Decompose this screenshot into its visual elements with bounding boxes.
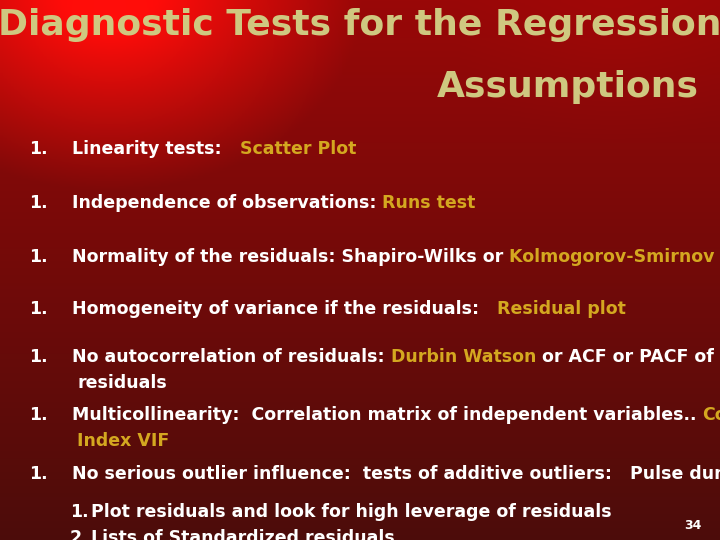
Text: Multicollinearity:  Correlation matrix of independent variables..: Multicollinearity: Correlation matrix of… bbox=[72, 406, 703, 424]
Text: Plot residuals and look for high leverage of residuals: Plot residuals and look for high leverag… bbox=[91, 503, 612, 521]
Text: Condition: Condition bbox=[703, 406, 720, 424]
Text: Homogeneity of variance if the residuals:: Homogeneity of variance if the residuals… bbox=[72, 300, 497, 318]
Text: Diagnostic Tests for the Regression: Diagnostic Tests for the Regression bbox=[0, 8, 720, 42]
Text: 1.: 1. bbox=[29, 348, 48, 366]
Text: 2.: 2. bbox=[70, 529, 89, 540]
Text: Durbin Watson: Durbin Watson bbox=[391, 348, 536, 366]
Text: 1.: 1. bbox=[29, 465, 48, 483]
Text: Independence of observations:: Independence of observations: bbox=[72, 194, 382, 212]
Text: Index VIF: Index VIF bbox=[77, 432, 169, 450]
Text: No autocorrelation of residuals:: No autocorrelation of residuals: bbox=[72, 348, 391, 366]
Text: Linearity tests:: Linearity tests: bbox=[72, 140, 240, 158]
Text: 1.: 1. bbox=[29, 248, 48, 266]
Text: Normality of the residuals: Shapiro-Wilks or: Normality of the residuals: Shapiro-Wilk… bbox=[72, 248, 509, 266]
Text: 1.: 1. bbox=[29, 140, 48, 158]
Text: 1.: 1. bbox=[29, 194, 48, 212]
Text: Kolmogorov-Smirnov Test: Kolmogorov-Smirnov Test bbox=[509, 248, 720, 266]
Text: 1.: 1. bbox=[29, 300, 48, 318]
Text: 1.: 1. bbox=[70, 503, 89, 521]
Text: Scatter Plot: Scatter Plot bbox=[240, 140, 356, 158]
Text: No serious outlier influence:  tests of additive outliers:   Pulse dummies.: No serious outlier influence: tests of a… bbox=[72, 465, 720, 483]
Text: Assumptions: Assumptions bbox=[436, 70, 698, 104]
Text: or ACF or PACF of: or ACF or PACF of bbox=[536, 348, 714, 366]
Text: Residual plot: Residual plot bbox=[497, 300, 626, 318]
Text: Lists of Standardized residuals: Lists of Standardized residuals bbox=[91, 529, 395, 540]
Text: 34: 34 bbox=[685, 519, 702, 532]
Text: 1.: 1. bbox=[29, 406, 48, 424]
Text: residuals: residuals bbox=[77, 374, 167, 392]
Text: Runs test: Runs test bbox=[382, 194, 476, 212]
